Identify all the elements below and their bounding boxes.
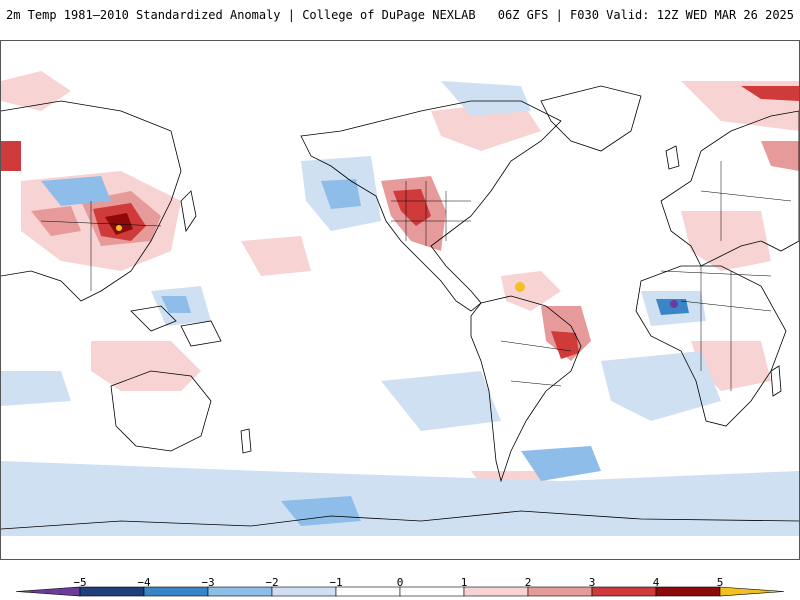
colorbar-tick-label: −4 — [137, 576, 151, 589]
colorbar-tick-label: 5 — [716, 576, 724, 589]
colorbar-bin — [335, 586, 401, 597]
colorbar-legend: −5 −4 −3 −2 −1 0 1 2 3 4 5 — [0, 570, 800, 600]
political-borders — [40, 161, 792, 391]
colorbar-bin — [399, 586, 465, 597]
map-canvas — [1, 71, 799, 536]
colorbar-bin — [15, 586, 81, 597]
colorbar-bin — [463, 586, 529, 597]
colorbar-tick-label: 4 — [652, 576, 660, 589]
colorbar-tick-label: −3 — [201, 576, 215, 589]
colorbar-tick-label: −2 — [265, 576, 279, 589]
colorbar-bin — [143, 586, 209, 597]
colorbar-bin — [527, 586, 593, 597]
colorbar-tick-label: −1 — [329, 576, 343, 589]
colorbar-bin — [79, 586, 145, 597]
colorbar-tick-label: 1 — [460, 576, 468, 589]
cool-anomaly-regions — [1, 81, 799, 536]
map-title: 2m Temp 1981–2010 Standardized Anomaly |… — [6, 8, 476, 22]
colorbar-tick-label: −5 — [73, 576, 87, 589]
colorbar-bin — [271, 586, 337, 597]
anomaly-map — [0, 40, 800, 560]
colorbar-tick-label: 2 — [524, 576, 532, 589]
header: 2m Temp 1981–2010 Standardized Anomaly |… — [0, 0, 800, 30]
model-run-info: 06Z GFS | F030 Valid: 12Z WED MAR 26 202… — [497, 8, 794, 22]
colorbar-scale — [15, 586, 785, 597]
colorbar-bin — [655, 586, 721, 597]
colorbar-tick-label: 3 — [588, 576, 596, 589]
coastlines — [1, 85, 799, 530]
colorbar-tick-label: 0 — [396, 576, 404, 589]
colorbar-bin — [207, 586, 273, 597]
colorbar-bin — [719, 586, 785, 597]
colorbar-bin — [591, 586, 657, 597]
